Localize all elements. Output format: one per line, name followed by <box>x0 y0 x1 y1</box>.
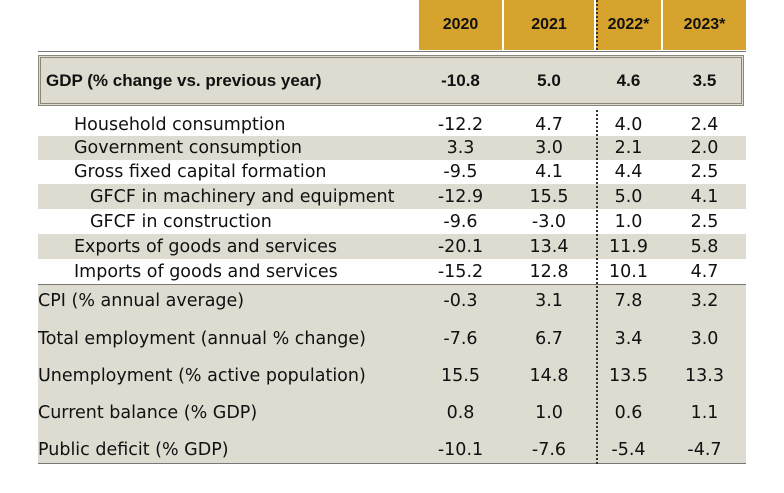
cell-2021: 14.8 <box>529 366 569 386</box>
cell-2022: 3.4 <box>614 329 643 349</box>
cell-2020: 0.8 <box>446 403 475 423</box>
cell-2022: 4.4 <box>614 162 643 182</box>
table-row-cpi: CPI (% annual average) -0.3 3.1 7.8 3.2 <box>38 286 746 316</box>
cell-2020: 3.3 <box>446 138 475 158</box>
cell-2023: 13.3 <box>685 366 724 386</box>
cell-2020: -12.9 <box>437 186 484 207</box>
row-label: GFCF in machinery and equipment <box>90 186 395 207</box>
gdp-value-2020: -10.8 <box>441 70 480 90</box>
header-2021: 2021 <box>504 0 594 50</box>
gdp-value-2023: 3.5 <box>692 70 717 90</box>
cell-2023: 5.8 <box>690 236 719 257</box>
cell-2021: 1.0 <box>535 403 563 423</box>
cell-2021: 15.5 <box>529 186 569 207</box>
cell-2022: 2.1 <box>614 138 643 158</box>
row-label: Household consumption <box>74 115 286 135</box>
indicators-block <box>38 285 746 463</box>
row-label: CPI (% annual average) <box>38 291 245 311</box>
gdp-row <box>38 55 744 106</box>
row-label: GFCF in construction <box>90 211 272 232</box>
cell-2021: 3.0 <box>535 138 563 158</box>
table-row-exports: Exports of goods and services -20.1 13.4… <box>38 234 746 259</box>
cell-2020: -7.6 <box>443 329 478 349</box>
cell-2022: 13.5 <box>609 366 648 386</box>
table-row-gfcf-construction: GFCF in construction -9.6 -3.0 1.0 2.5 <box>38 209 746 234</box>
cell-2020: -20.1 <box>437 236 484 257</box>
cell-2021: 12.8 <box>529 261 569 282</box>
cell-2022: 4.0 <box>614 115 643 135</box>
cell-2021: 4.7 <box>535 115 563 135</box>
cell-2020: -0.3 <box>443 291 478 311</box>
gdp-value-2022: 4.6 <box>616 70 641 90</box>
cell-2021: 13.4 <box>529 236 569 257</box>
forecast-divider <box>596 110 598 464</box>
section-divider <box>38 284 746 285</box>
cell-2021: 3.1 <box>535 291 563 311</box>
cell-2022: 11.9 <box>609 236 648 257</box>
cell-2020: -9.5 <box>443 162 478 182</box>
row-label: Unemployment (% active population) <box>38 366 366 386</box>
cell-2023: 2.4 <box>690 115 719 135</box>
table-row-public-deficit: Public deficit (% GDP) -10.1 -7.6 -5.4 -… <box>38 436 746 464</box>
table-row-government: Government consumption 3.3 3.0 2.1 2.0 <box>38 136 746 160</box>
cell-2020: -9.6 <box>443 211 478 232</box>
cell-2020: -10.1 <box>437 440 484 460</box>
cell-2023: 3.0 <box>690 329 719 349</box>
table-bottom-border <box>38 463 746 464</box>
cell-2022: 1.0 <box>614 211 643 232</box>
row-label: Government consumption <box>74 138 303 158</box>
cell-2023: 2.0 <box>690 138 719 158</box>
row-label: Current balance (% GDP) <box>38 403 258 423</box>
cell-2022: 10.1 <box>609 261 648 282</box>
table-row-unemployment: Unemployment (% active population) 15.5 … <box>38 360 746 392</box>
table-row-household: Household consumption -12.2 4.7 4.0 2.4 <box>38 114 746 136</box>
table-row-current-balance: Current balance (% GDP) 0.8 1.0 0.6 1.1 <box>38 397 746 429</box>
header-2020: 2020 <box>419 0 502 50</box>
cell-2023: 3.2 <box>690 291 719 311</box>
row-label: Public deficit (% GDP) <box>38 440 229 460</box>
cell-2023: 2.5 <box>690 162 719 182</box>
table-row-imports: Imports of goods and services -15.2 12.8… <box>38 259 746 284</box>
cell-2022: 5.0 <box>614 186 643 207</box>
header-divider <box>38 51 746 52</box>
cell-2023: -4.7 <box>687 440 722 460</box>
row-label: Exports of goods and services <box>74 236 337 257</box>
cell-2021: -7.6 <box>531 440 567 460</box>
header-2022: 2022* <box>596 0 661 50</box>
forecast-divider <box>596 0 598 50</box>
cell-2022: 0.6 <box>614 403 643 423</box>
table-row-gfcf: Gross fixed capital formation -9.5 4.1 4… <box>38 160 746 184</box>
cell-2023: 2.5 <box>690 211 719 232</box>
cell-2020: -15.2 <box>437 261 484 282</box>
cell-2021: 6.7 <box>535 329 563 349</box>
cell-2023: 1.1 <box>690 403 719 423</box>
cell-2021: 4.1 <box>535 162 563 182</box>
cell-2023: 4.7 <box>690 261 719 282</box>
cell-2021: -3.0 <box>531 211 567 232</box>
row-label: Imports of goods and services <box>74 261 338 282</box>
cell-2022: -5.4 <box>611 440 646 460</box>
row-label: Gross fixed capital formation <box>74 162 327 182</box>
gdp-value-2021: 5.0 <box>537 70 561 90</box>
cell-2020: 15.5 <box>441 366 480 386</box>
table-row-gfcf-machinery: GFCF in machinery and equipment -12.9 15… <box>38 184 746 209</box>
cell-2020: -12.2 <box>437 115 484 135</box>
cell-2023: 4.1 <box>690 186 719 207</box>
row-label: Total employment (annual % change) <box>38 329 367 349</box>
cell-2022: 7.8 <box>614 291 643 311</box>
gdp-label: GDP (% change vs. previous year) <box>46 70 322 90</box>
table-row-employment: Total employment (annual % change) -7.6 … <box>38 323 746 355</box>
header-2023: 2023* <box>663 0 746 50</box>
